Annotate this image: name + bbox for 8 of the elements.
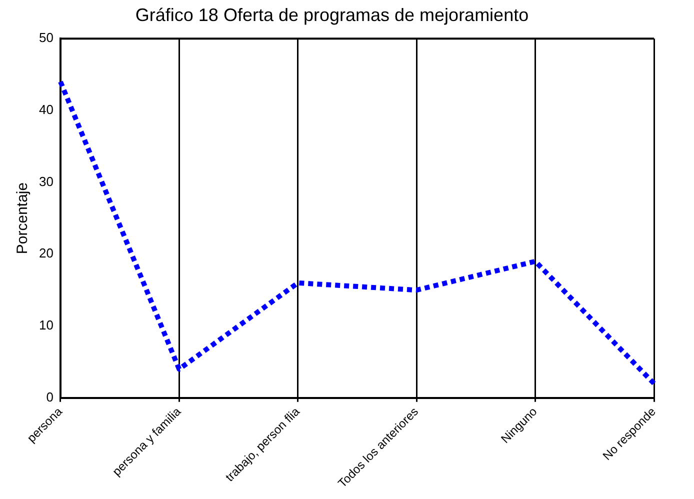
y-tick-label: 50 <box>38 30 54 46</box>
y-tick-label: 20 <box>38 246 54 261</box>
y-axis-title: Porcentaje <box>14 182 32 254</box>
y-tick-label: 10 <box>38 318 54 333</box>
y-tick-label: 0 <box>46 389 54 404</box>
y-tick-label: 40 <box>38 102 54 118</box>
y-tick-label: 30 <box>38 174 54 189</box>
chart-title: Gráfico 18 Oferta de programas de mejoramiento <box>135 4 529 25</box>
